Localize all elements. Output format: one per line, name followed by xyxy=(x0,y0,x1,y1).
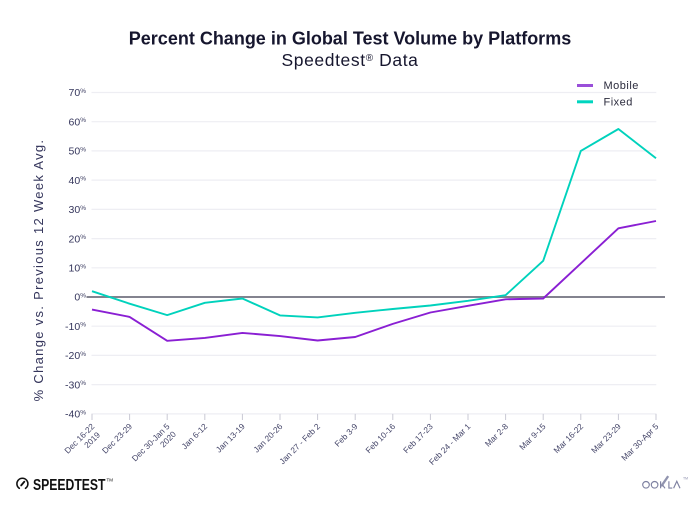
svg-text:60%: 60% xyxy=(69,116,87,128)
svg-text:Speedtest® Data: Speedtest® Data xyxy=(281,50,418,70)
svg-text:TM: TM xyxy=(107,478,114,483)
svg-text:% Change vs. Previous 12 Week: % Change vs. Previous 12 Week Avg. xyxy=(31,139,46,402)
svg-text:SPEEDTEST: SPEEDTEST xyxy=(33,477,106,494)
svg-text:Percent Change in Global Test: Percent Change in Global Test Volume by … xyxy=(129,29,571,49)
svg-text:TM: TM xyxy=(683,477,688,481)
svg-text:Fixed: Fixed xyxy=(604,97,633,109)
svg-text:0%: 0% xyxy=(74,292,86,304)
svg-text:Mobile: Mobile xyxy=(604,80,639,92)
